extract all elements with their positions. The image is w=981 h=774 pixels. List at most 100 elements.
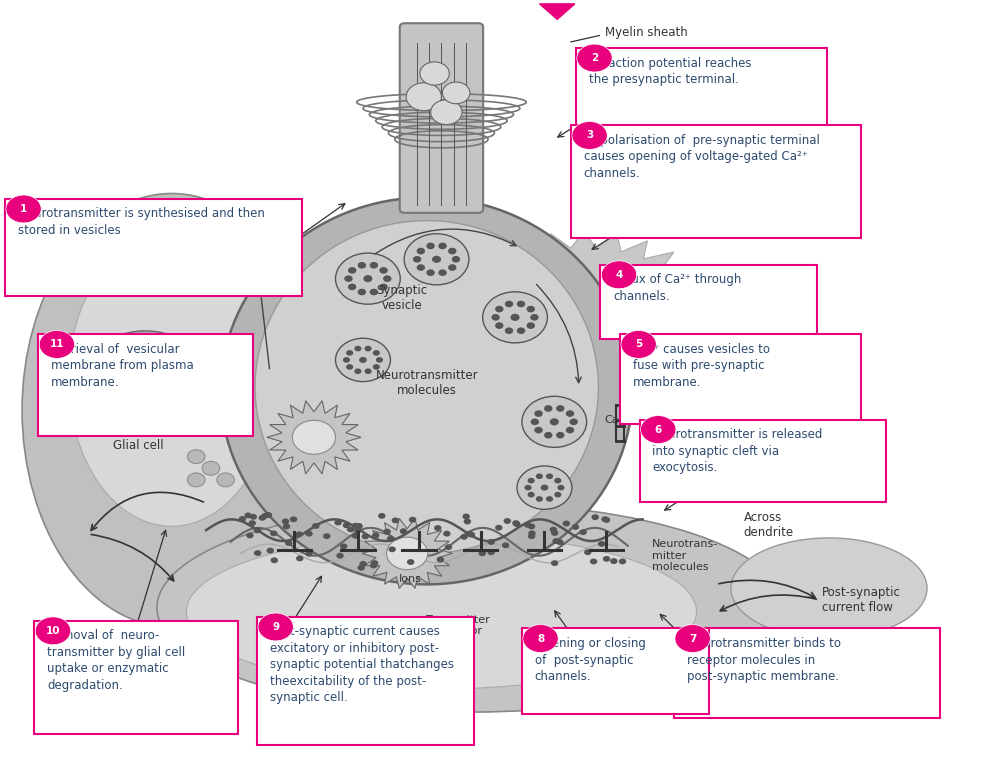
Circle shape: [528, 478, 535, 484]
Circle shape: [371, 560, 379, 566]
Text: Removal of  neuro-
transmitter by glial cell
uptake or enzymatic
degradation.: Removal of neuro- transmitter by glial c…: [47, 629, 185, 692]
Circle shape: [528, 523, 536, 529]
Text: Neurotransmitter is released
into synaptic cleft via
exocytosis.: Neurotransmitter is released into synapt…: [652, 428, 823, 474]
Circle shape: [592, 514, 599, 520]
Circle shape: [491, 314, 499, 320]
Circle shape: [336, 253, 400, 304]
Circle shape: [362, 533, 369, 539]
Circle shape: [407, 559, 414, 565]
Circle shape: [439, 269, 446, 276]
Circle shape: [556, 432, 564, 439]
Circle shape: [312, 523, 320, 529]
Text: Influx of Ca²⁺ through
channels.: Influx of Ca²⁺ through channels.: [613, 273, 742, 303]
Circle shape: [439, 242, 446, 249]
Circle shape: [619, 559, 626, 564]
Circle shape: [544, 432, 552, 439]
Circle shape: [336, 338, 390, 382]
Text: Neurotransmitter binds to
receptor molecules in
post-synaptic membrane.: Neurotransmitter binds to receptor molec…: [687, 637, 841, 683]
Text: Depolarisation of  pre-synaptic terminal
causes opening of voltage-gated Ca²⁺
ch: Depolarisation of pre-synaptic terminal …: [584, 134, 819, 180]
Circle shape: [373, 350, 380, 356]
Circle shape: [254, 527, 261, 533]
Text: 6: 6: [654, 425, 662, 434]
Circle shape: [417, 264, 425, 271]
Ellipse shape: [221, 197, 633, 584]
Circle shape: [39, 330, 75, 358]
Circle shape: [348, 283, 356, 290]
Circle shape: [254, 550, 261, 556]
Circle shape: [601, 261, 637, 289]
Circle shape: [388, 546, 396, 553]
Polygon shape: [456, 231, 711, 372]
Circle shape: [427, 269, 435, 276]
Circle shape: [566, 426, 574, 433]
Circle shape: [517, 327, 525, 334]
Circle shape: [523, 625, 558, 652]
Circle shape: [296, 556, 303, 561]
Text: Glial cell: Glial cell: [113, 439, 164, 451]
Text: Retrieval of  vesicular
membrane from plasma
membrane.: Retrieval of vesicular membrane from pla…: [51, 343, 194, 389]
Circle shape: [675, 625, 710, 652]
FancyBboxPatch shape: [674, 628, 940, 718]
Circle shape: [270, 530, 278, 536]
Circle shape: [244, 512, 252, 519]
Circle shape: [525, 485, 532, 491]
Circle shape: [283, 523, 290, 529]
Circle shape: [340, 543, 347, 550]
Circle shape: [384, 276, 391, 282]
Circle shape: [282, 519, 289, 524]
FancyBboxPatch shape: [5, 199, 302, 296]
Circle shape: [570, 419, 578, 425]
Circle shape: [522, 396, 587, 447]
Circle shape: [552, 538, 560, 544]
Circle shape: [584, 550, 592, 555]
Circle shape: [413, 256, 421, 262]
Circle shape: [431, 100, 462, 125]
Circle shape: [378, 513, 386, 519]
Circle shape: [258, 613, 293, 641]
Circle shape: [529, 530, 536, 536]
Text: Across
dendrite: Across dendrite: [744, 511, 794, 539]
Circle shape: [557, 485, 564, 491]
Circle shape: [495, 306, 503, 313]
Circle shape: [528, 533, 536, 539]
Circle shape: [524, 522, 532, 528]
Circle shape: [417, 248, 425, 255]
Text: 4: 4: [615, 270, 623, 279]
Circle shape: [259, 515, 266, 521]
Circle shape: [602, 517, 610, 523]
FancyBboxPatch shape: [600, 265, 817, 339]
Circle shape: [285, 540, 292, 546]
Circle shape: [531, 314, 539, 320]
Circle shape: [462, 514, 470, 519]
Circle shape: [202, 461, 220, 475]
Circle shape: [495, 525, 502, 531]
Circle shape: [358, 262, 366, 269]
Circle shape: [566, 410, 574, 417]
Text: Neurotransmitter
molecules: Neurotransmitter molecules: [376, 369, 478, 397]
Circle shape: [512, 520, 520, 526]
Circle shape: [238, 516, 246, 522]
Circle shape: [572, 524, 579, 530]
Circle shape: [370, 289, 378, 296]
Circle shape: [344, 276, 352, 282]
Circle shape: [531, 419, 539, 425]
Ellipse shape: [69, 232, 275, 526]
FancyBboxPatch shape: [38, 334, 253, 436]
Circle shape: [468, 532, 475, 538]
Circle shape: [355, 523, 363, 529]
Circle shape: [580, 529, 587, 535]
Text: Ions: Ions: [398, 574, 422, 584]
FancyBboxPatch shape: [522, 628, 709, 714]
Circle shape: [261, 513, 269, 519]
Circle shape: [434, 525, 441, 531]
Circle shape: [502, 543, 509, 548]
Text: Myelin sheath: Myelin sheath: [605, 26, 688, 39]
Circle shape: [621, 330, 656, 358]
Text: 11: 11: [50, 340, 64, 349]
Circle shape: [248, 520, 256, 526]
Text: Neurotransmitter is synthesised and then
stored in vesicles: Neurotransmitter is synthesised and then…: [18, 207, 265, 237]
Circle shape: [505, 327, 513, 334]
Polygon shape: [362, 519, 452, 588]
Circle shape: [448, 264, 456, 271]
FancyBboxPatch shape: [400, 23, 484, 213]
